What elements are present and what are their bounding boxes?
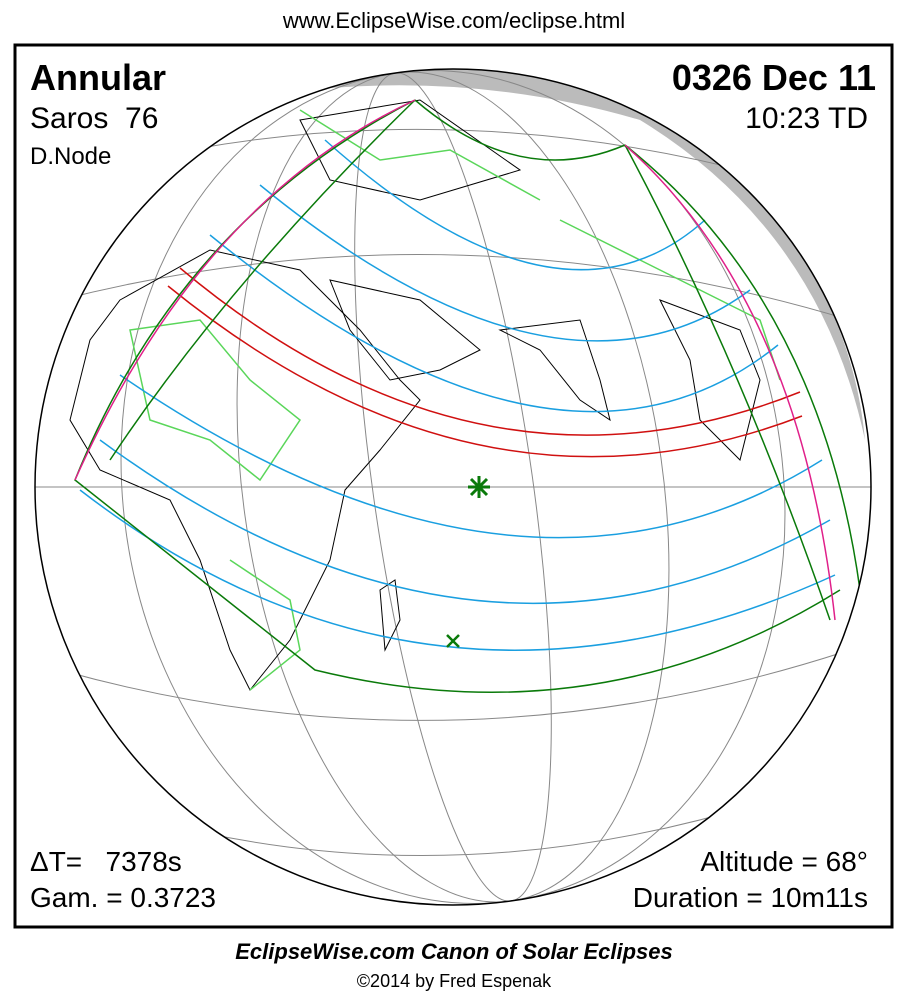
gamma: Gam. = 0.3723 [30, 882, 217, 913]
delta-t: ΔT= 7378s [30, 846, 182, 877]
footer-title: EclipseWise.com Canon of Solar Eclipses [235, 939, 673, 964]
penumbra-limits [74, 99, 861, 693]
central-path [167, 267, 803, 458]
frame [13, 43, 894, 929]
rise-set-limits [74, 99, 836, 621]
graticule [35, 70, 871, 904]
saros: Saros 76 [30, 102, 159, 135]
duration: Duration = 10m11s [632, 882, 868, 913]
borders [129, 109, 781, 691]
eclipse-type: Annular [30, 57, 167, 98]
copyright: ©2014 by Fred Espenak [356, 971, 552, 991]
magnitude-lines [79, 139, 836, 651]
altitude: Altitude = 68° [700, 846, 868, 877]
url: www.EclipseWise.com/eclipse.html [282, 8, 626, 33]
node: D.Node [30, 143, 112, 170]
date: 0326 Dec 11 [671, 57, 876, 98]
time: 10:23 TD [745, 102, 868, 135]
globe [35, 69, 871, 904]
globe-outline [34, 68, 872, 906]
coastlines [69, 99, 761, 691]
greatest-eclipse [446, 476, 490, 648]
